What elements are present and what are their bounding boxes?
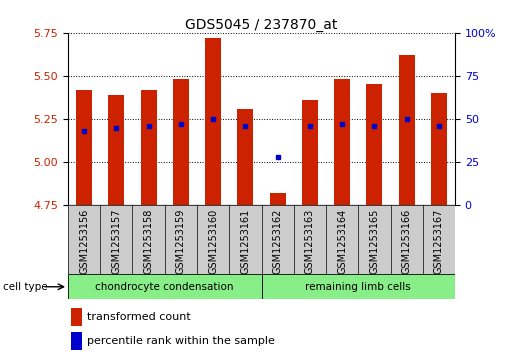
Bar [141,90,157,205]
Text: GSM1253158: GSM1253158 [144,208,154,274]
Text: GSM1253163: GSM1253163 [305,208,315,274]
Bar [71,308,82,326]
Bar [262,274,455,299]
Bar [237,109,254,205]
Text: GSM1253161: GSM1253161 [241,208,251,274]
Text: percentile rank within the sample: percentile rank within the sample [87,336,275,346]
Text: GSM1253167: GSM1253167 [434,208,444,274]
Text: GSM1253162: GSM1253162 [272,208,282,274]
Bar [334,79,350,205]
Bar [108,95,124,205]
Title: GDS5045 / 237870_at: GDS5045 / 237870_at [185,18,338,32]
Text: GSM1253160: GSM1253160 [208,208,218,274]
Bar [431,93,447,205]
Text: GSM1253157: GSM1253157 [111,208,121,274]
Bar [366,85,382,205]
Text: GSM1253159: GSM1253159 [176,208,186,274]
Bar [269,193,286,205]
Bar [173,79,189,205]
Bar [205,38,221,205]
Bar [76,90,92,205]
Text: GSM1253164: GSM1253164 [337,208,347,274]
Text: GSM1253165: GSM1253165 [369,208,379,274]
Text: remaining limb cells: remaining limb cells [305,282,411,292]
Text: GSM1253156: GSM1253156 [79,208,89,274]
Bar [399,55,415,205]
Bar [68,274,262,299]
Text: cell type: cell type [3,282,47,292]
Text: GSM1253166: GSM1253166 [402,208,412,274]
Text: transformed count: transformed count [87,312,191,322]
Bar [302,100,318,205]
Bar [71,332,82,350]
Text: chondrocyte condensation: chondrocyte condensation [96,282,234,292]
